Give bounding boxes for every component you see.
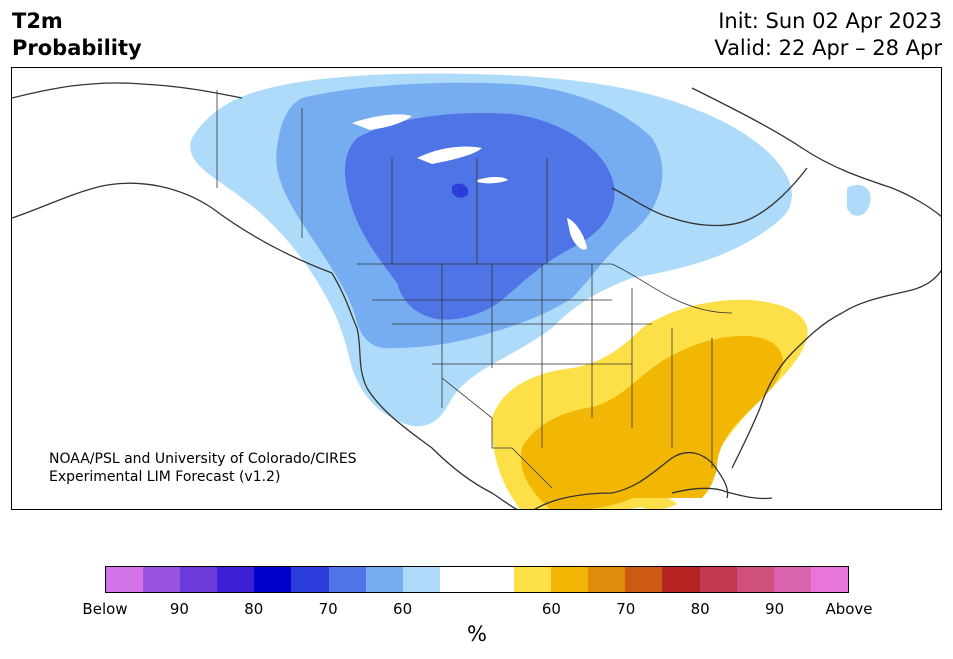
colorbar-segment (476, 567, 515, 592)
title-line-2: Probability (12, 36, 142, 60)
coastlines (12, 82, 941, 509)
probability-map (11, 67, 942, 510)
colorbar-tick-label: Above (825, 600, 873, 618)
title-line-1: T2m (12, 9, 63, 33)
colorbar-segment (217, 567, 255, 592)
colorbar-segment (699, 567, 737, 592)
colorbar-tick-label: 70 (318, 600, 338, 618)
colorbar-segment (773, 567, 811, 592)
colorbar-tick-label: 60 (541, 600, 561, 618)
colorbar-tick-label: 90 (169, 600, 189, 618)
colorbar-unit: % (467, 622, 487, 646)
colorbar-segment (143, 567, 181, 592)
colorbar-segment (180, 567, 218, 592)
credit-line-2: Experimental LIM Forecast (v1.2) (49, 469, 281, 485)
lake-athabasca (477, 177, 508, 184)
map-title: T2m Probability (12, 8, 142, 62)
colorbar-segment (106, 567, 144, 592)
colorbar-segment (402, 567, 440, 592)
colorbar-segment (365, 567, 403, 592)
data-credit: NOAA/PSL and University of Colorado/CIRE… (49, 450, 357, 486)
colorbar-segment (439, 567, 477, 592)
colorbar-segment (254, 567, 292, 592)
lake-great-bear (352, 114, 412, 130)
above-70-region (521, 335, 783, 509)
colorbar-segment (551, 567, 589, 592)
colorbar-tick-label: 60 (393, 600, 413, 618)
forecast-dates: Init: Sun 02 Apr 2023 Valid: 22 Apr – 28… (714, 8, 942, 62)
colorbar-tick-label: 70 (616, 600, 636, 618)
init-date: Init: Sun 02 Apr 2023 (718, 9, 942, 33)
lake-great-slave (417, 146, 482, 164)
colorbar-segment (514, 567, 552, 592)
probability-colorbar (105, 566, 849, 593)
colorbar-segment (662, 567, 700, 592)
colorbar-tick-label: 90 (765, 600, 785, 618)
colorbar-tick-label: Below (82, 600, 128, 618)
colorbar-segment (736, 567, 774, 592)
lake-winnipeg (567, 218, 587, 250)
below-90-spot (452, 183, 469, 198)
colorbar-tick-label: 80 (244, 600, 264, 618)
above-60-cuba (642, 498, 677, 509)
colorbar-segment (625, 567, 663, 592)
colorbar-tick-label: 80 (690, 600, 710, 618)
colorbar-segment (588, 567, 626, 592)
colorbar-segment (291, 567, 329, 592)
political-borders (216, 90, 733, 489)
colorbar-segment (810, 567, 848, 592)
valid-date: Valid: 22 Apr – 28 Apr (714, 36, 942, 60)
map-canvas (12, 73, 941, 509)
credit-line-1: NOAA/PSL and University of Colorado/CIRE… (49, 451, 357, 467)
below-60-east-region (847, 184, 871, 216)
colorbar-segment (328, 567, 366, 592)
